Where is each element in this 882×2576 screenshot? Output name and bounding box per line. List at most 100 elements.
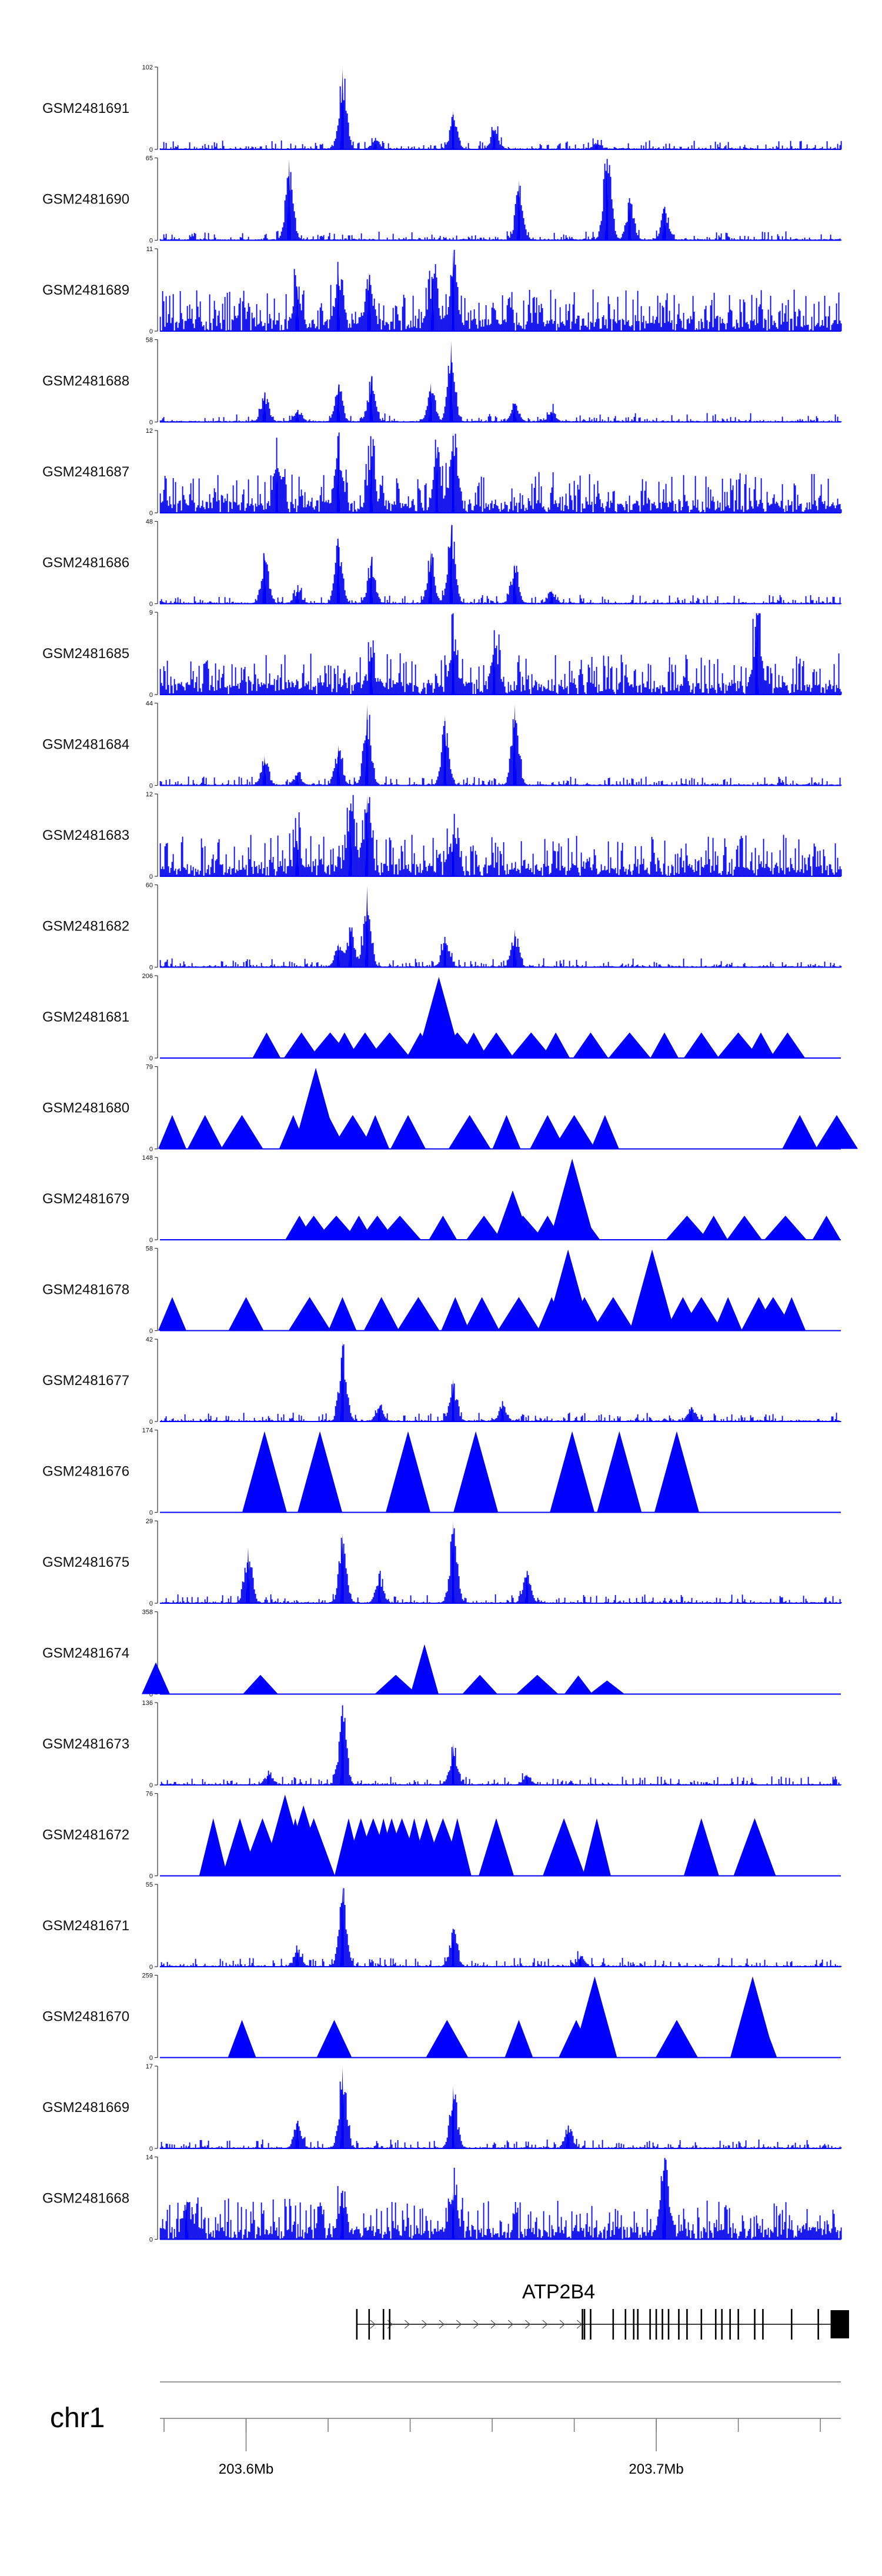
y-max-label: 136 [142, 1700, 153, 1707]
signal-peak [379, 1215, 422, 1240]
signal-peak [429, 549, 433, 604]
signal-peak [553, 1115, 596, 1149]
signal-peak [295, 411, 299, 422]
track-label: GSM2481684 [42, 737, 129, 753]
signal-peak [375, 1674, 417, 1694]
signal-peak [453, 1431, 499, 1513]
track-label: GSM2481685 [42, 646, 129, 662]
signal-peak [525, 1569, 529, 1603]
track-GSM2481672: GSM2481672 76 0 [42, 1791, 841, 1880]
y-min-label: 0 [149, 2145, 153, 2153]
chromosome-label: chr1 [50, 2403, 105, 2434]
signal-peak [340, 1704, 345, 1785]
signal-peak [429, 382, 433, 422]
signal-peak [782, 1115, 818, 1149]
y-max-label: 58 [146, 337, 153, 344]
signal-peak [513, 929, 517, 967]
signal-peak [369, 374, 373, 422]
y-min-label: 0 [149, 1964, 153, 1971]
signal-peak [262, 553, 266, 604]
strand-arrow [370, 2320, 376, 2329]
gene-exon [737, 2309, 739, 2340]
signal-peak [340, 68, 345, 149]
track-label: GSM2481681 [42, 1009, 129, 1025]
signal-peak [683, 1032, 719, 1058]
signal-peak [288, 1297, 331, 1331]
signal-peak [397, 1297, 440, 1331]
signal-peak [727, 1215, 763, 1240]
signal-peak [754, 613, 759, 695]
gene-exon [686, 2309, 688, 2340]
y-max-label: 11 [146, 246, 153, 253]
signal-peak [462, 1674, 498, 1694]
signal-peak [683, 1818, 719, 1876]
y-min-label: 0 [149, 1510, 153, 1517]
y-min-label: 0 [149, 1419, 153, 1426]
signal-peak [605, 159, 609, 241]
signal-peak [451, 250, 455, 331]
signal-peak [663, 2158, 667, 2240]
gene-exon [368, 2309, 370, 2340]
y-min-label: 0 [149, 601, 153, 608]
y-max-label: 65 [146, 155, 153, 162]
y-max-label: 60 [146, 882, 153, 889]
y-max-label: 79 [146, 1064, 153, 1071]
signal-peak [275, 465, 279, 513]
signal-coverage [159, 249, 842, 332]
track-label: GSM2481690 [42, 192, 129, 208]
signal-peak [390, 1115, 426, 1149]
track-GSM2481670: GSM2481670 259 0 [42, 1973, 841, 2062]
strand-arrow [404, 2320, 410, 2329]
signal-peak [295, 774, 299, 786]
signal-peak [187, 1115, 223, 1149]
signal-peak [262, 391, 266, 422]
strand-arrow [473, 2320, 479, 2329]
y-min-label: 0 [149, 2055, 153, 2062]
signal-peak [443, 715, 447, 786]
gene-exon [356, 2309, 358, 2340]
axis-tick-label: 203.6Mb [219, 2461, 273, 2477]
signal-peak [363, 1297, 399, 1331]
signal-peak [608, 1032, 651, 1058]
y-max-label: 76 [146, 1791, 153, 1798]
signal-peak [513, 402, 517, 422]
signal-peak [242, 1431, 287, 1513]
signal-peak [492, 128, 496, 149]
signal-peak [443, 937, 447, 967]
y-min-label: 0 [149, 238, 153, 245]
signal-peak [426, 2020, 469, 2058]
y-min-label: 0 [149, 692, 153, 699]
signal-peak [287, 159, 291, 241]
signal-peak [479, 1032, 514, 1058]
track-label: GSM2481674 [42, 1646, 129, 1661]
y-min-label: 0 [149, 419, 153, 426]
signal-peak [525, 1774, 529, 1785]
signal-peak [451, 640, 455, 695]
gene-exon [649, 2309, 651, 2340]
track-label: GSM2481671 [42, 1918, 129, 1934]
signal-peak [505, 2020, 533, 2058]
signal-peak [328, 1297, 357, 1331]
signal-peak [582, 1818, 611, 1876]
gene-exon [655, 2309, 657, 2340]
strand-arrow [422, 2320, 427, 2329]
signal-peak [336, 745, 340, 786]
signal-peak [451, 1522, 455, 1603]
y-min-label: 0 [149, 1146, 153, 1153]
signal-peak [627, 198, 632, 241]
signal-coverage [159, 362, 842, 422]
y-max-label: 174 [142, 1427, 153, 1434]
signal-peak [368, 1032, 411, 1058]
y-min-label: 0 [149, 1055, 153, 1062]
y-max-label: 206 [142, 973, 153, 980]
signal-peak [220, 1115, 263, 1149]
signal-peak [777, 1297, 806, 1331]
y-max-label: 48 [146, 519, 153, 526]
y-max-label: 17 [146, 2063, 153, 2070]
signal-peak [666, 1215, 709, 1240]
signal-peak [293, 1067, 339, 1149]
signal-peak [550, 411, 554, 422]
track-GSM2481676: GSM2481676 174 0 [42, 1427, 841, 1517]
signal-peak [298, 1431, 343, 1513]
signal-peak [283, 1032, 319, 1058]
